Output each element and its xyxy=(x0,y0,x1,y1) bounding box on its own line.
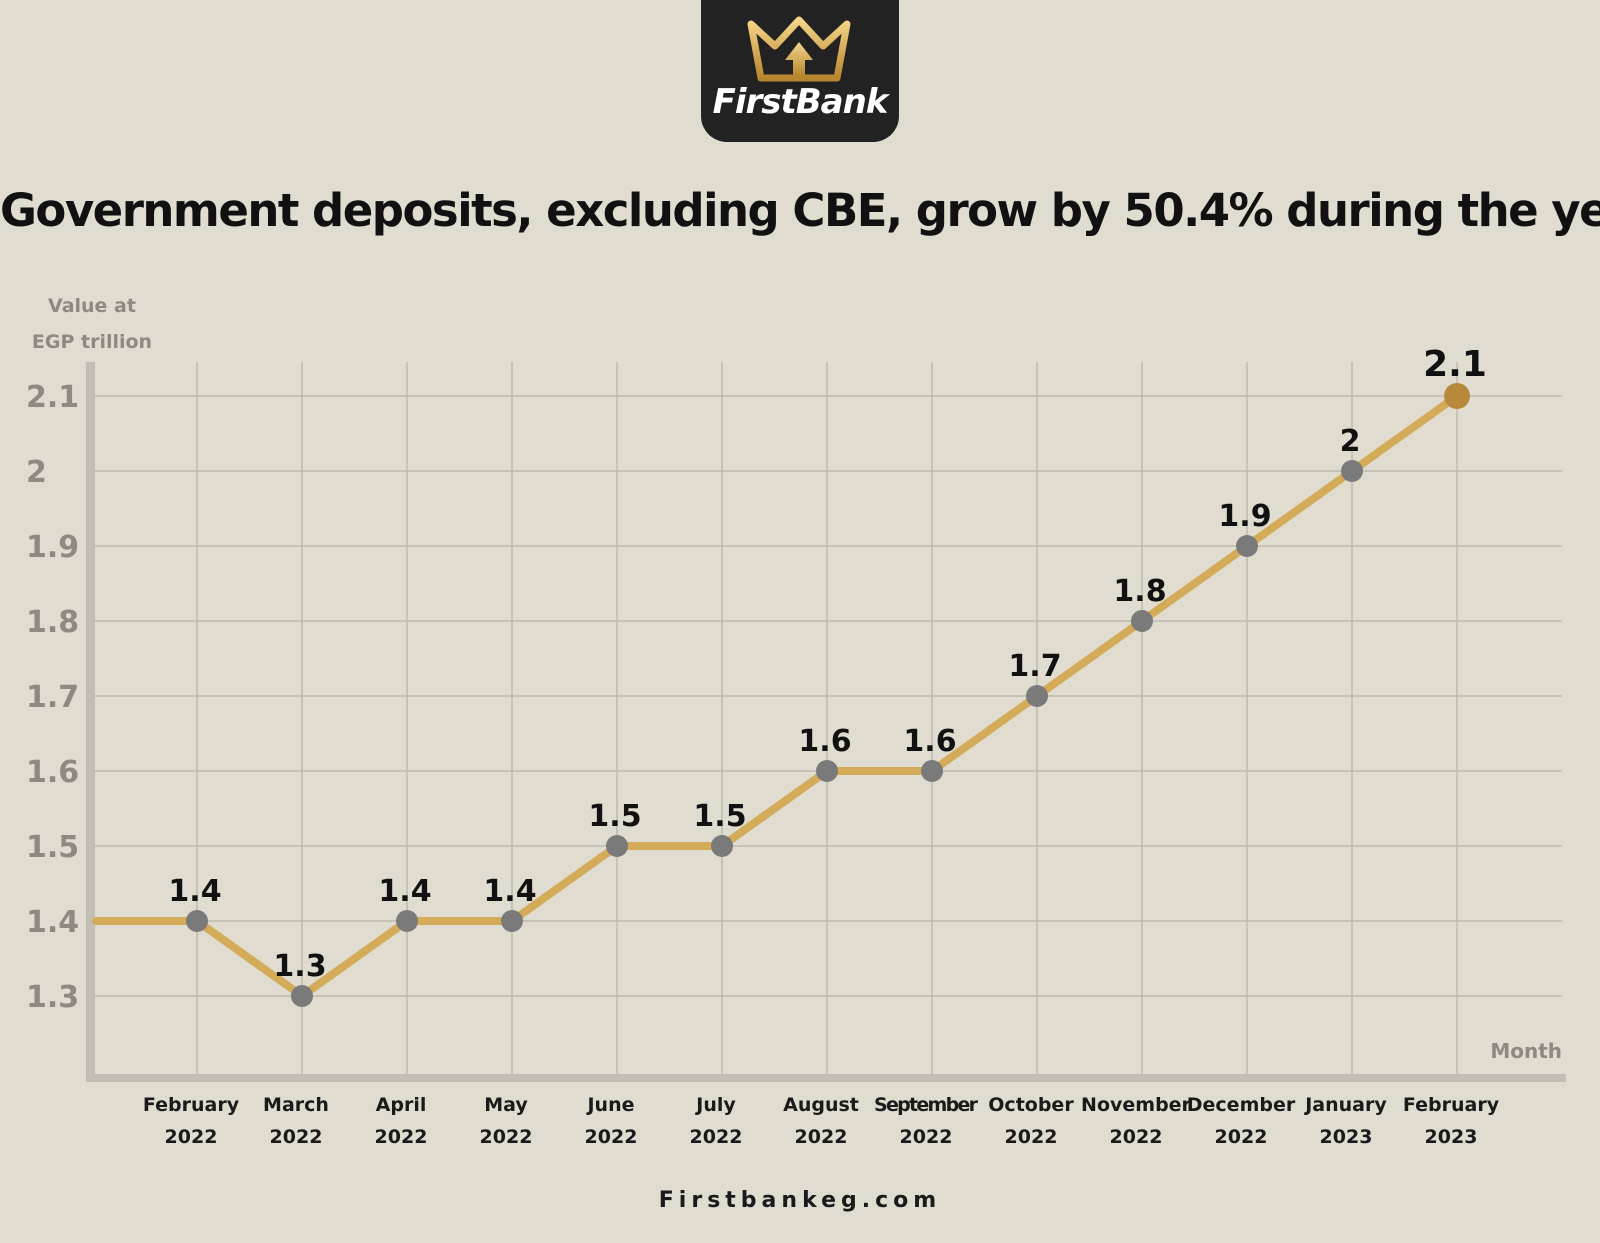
data-point xyxy=(1444,383,1470,409)
data-point xyxy=(921,760,943,782)
crown-icon xyxy=(747,16,851,82)
data-label: 2 xyxy=(1340,424,1361,459)
x-tick-label: March xyxy=(263,1094,329,1116)
data-label: 1.5 xyxy=(588,799,641,834)
data-label: 1.9 xyxy=(1218,499,1271,534)
chart-title: Government deposits, excluding CBE, grow… xyxy=(0,184,1600,237)
x-tick-label: 2022 xyxy=(1005,1126,1058,1148)
y-tick-label: 2.1 xyxy=(26,380,79,415)
footer-website[interactable]: Firstbankeg.com xyxy=(658,1188,942,1213)
x-tick-label: December xyxy=(1187,1094,1296,1116)
y-tick-label: 1.3 xyxy=(26,980,79,1015)
x-tick-label: 2022 xyxy=(480,1126,533,1148)
series-line xyxy=(92,392,1461,1000)
data-label: 1.4 xyxy=(483,874,536,909)
logo-badge: FirstBank xyxy=(701,0,899,142)
data-label: 1.4 xyxy=(378,874,431,909)
x-tick-label: February xyxy=(1403,1094,1500,1116)
data-label: 1.4 xyxy=(168,874,221,909)
y-tick-label: 1.7 xyxy=(26,680,79,715)
x-tick-label: 2022 xyxy=(585,1126,638,1148)
x-tick-label: January xyxy=(1303,1094,1387,1116)
x-tick-label: 2022 xyxy=(690,1126,743,1148)
y-tick-label: 2 xyxy=(26,455,47,490)
y-tick-label: 1.6 xyxy=(26,755,79,790)
y-axis-title: EGP trillion xyxy=(32,331,152,353)
x-tick-label: 2022 xyxy=(270,1126,323,1148)
x-tick-label: 2022 xyxy=(1110,1126,1163,1148)
data-point xyxy=(501,910,523,932)
y-tick-label: 1.5 xyxy=(26,830,79,865)
x-tick-label: 2022 xyxy=(375,1126,428,1148)
data-point xyxy=(186,910,208,932)
data-point xyxy=(816,760,838,782)
data-label: 1.8 xyxy=(1113,574,1166,609)
x-tick-label: June xyxy=(585,1094,634,1116)
x-tick-label: 2023 xyxy=(1425,1126,1478,1148)
data-point xyxy=(1026,685,1048,707)
x-tick-label: November xyxy=(1081,1094,1192,1116)
y-tick-label: 1.4 xyxy=(26,905,79,940)
x-tick-label: April xyxy=(376,1094,427,1116)
logo-text: FirstBank xyxy=(712,82,889,122)
data-label: 1.7 xyxy=(1008,649,1061,684)
y-axis-line xyxy=(86,362,95,1078)
data-point xyxy=(1341,460,1363,482)
x-axis-line xyxy=(86,1074,1566,1082)
x-tick-label: September xyxy=(874,1094,979,1116)
data-label: 1.6 xyxy=(903,724,956,759)
x-tick-label: August xyxy=(783,1094,859,1116)
y-tick-label: 1.9 xyxy=(26,530,79,565)
data-label: 1.6 xyxy=(798,724,851,759)
x-tick-label: 2023 xyxy=(1320,1126,1373,1148)
data-point xyxy=(711,835,733,857)
x-tick-label: February xyxy=(143,1094,240,1116)
x-tick-label: July xyxy=(694,1094,736,1116)
data-label: 1.3 xyxy=(273,949,326,984)
data-label: 2.1 xyxy=(1423,344,1487,385)
y-tick-label: 1.8 xyxy=(26,605,79,640)
x-tick-label: 2022 xyxy=(900,1126,953,1148)
data-point xyxy=(291,985,313,1007)
x-tick-label: 2022 xyxy=(795,1126,848,1148)
x-axis-title: Month xyxy=(1490,1039,1562,1063)
data-point xyxy=(396,910,418,932)
data-point xyxy=(606,835,628,857)
data-point xyxy=(1236,535,1258,557)
x-tick-label: 2022 xyxy=(1215,1126,1268,1148)
x-tick-label: 2022 xyxy=(165,1126,218,1148)
x-tick-label: May xyxy=(484,1094,528,1116)
data-label: 1.5 xyxy=(693,799,746,834)
data-point xyxy=(1131,610,1153,632)
y-axis-title: Value at xyxy=(48,295,136,317)
x-tick-label: October xyxy=(988,1094,1074,1116)
